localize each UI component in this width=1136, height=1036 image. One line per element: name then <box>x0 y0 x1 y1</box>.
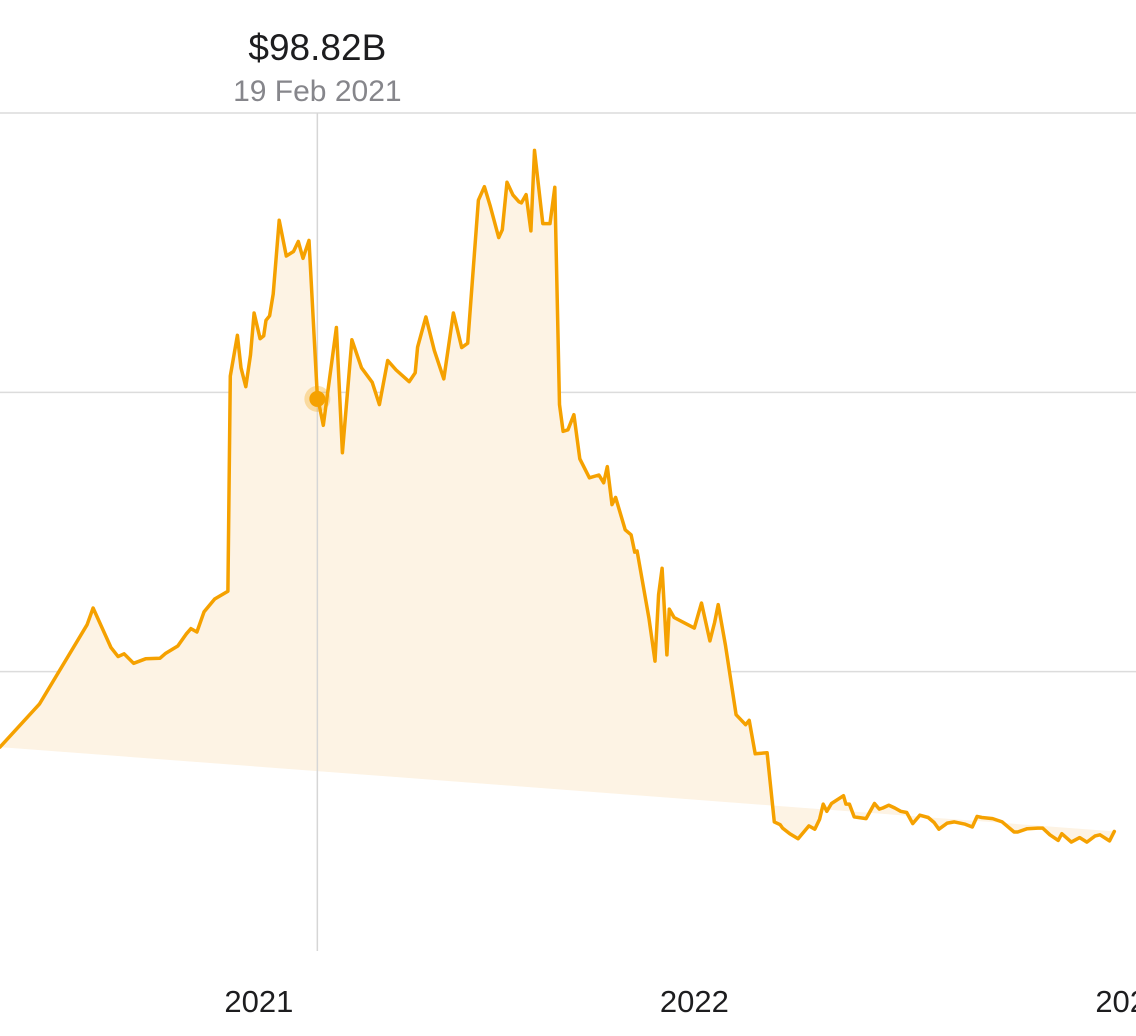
x-axis: 2021 2022 2023 <box>224 984 1136 1019</box>
x-tick-label-2023: 2023 <box>1095 984 1136 1019</box>
x-tick-label-2022: 2022 <box>660 984 729 1019</box>
series-line[interactable] <box>0 148 1117 844</box>
x-tick-label-2021: 2021 <box>224 984 293 1019</box>
area-fill <box>0 150 1115 843</box>
tooltip: $98.82B 19 Feb 2021 <box>233 27 402 412</box>
hover-marker[interactable] <box>309 390 326 407</box>
tooltip-value: $98.82B <box>248 27 386 68</box>
tooltip-date: 19 Feb 2021 <box>233 75 401 108</box>
